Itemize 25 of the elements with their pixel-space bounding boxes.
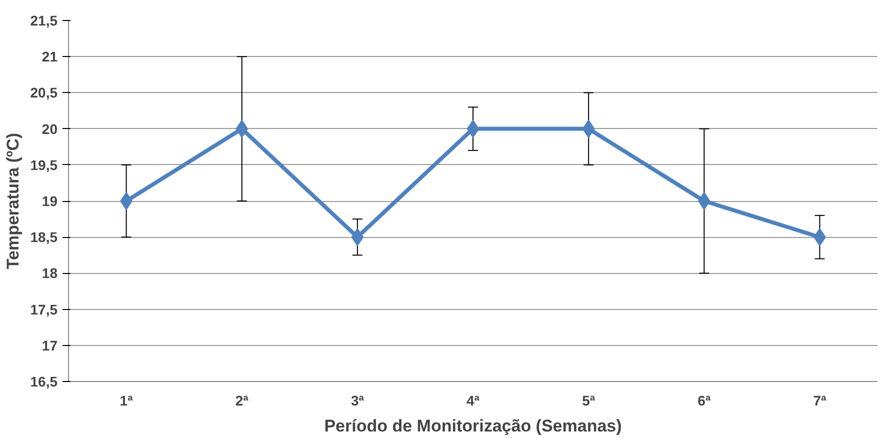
point bbox=[698, 192, 710, 210]
y-tick-label: 18 bbox=[42, 265, 58, 282]
x-tick-label: 1ª bbox=[120, 392, 134, 408]
y-tick-label: 17,5 bbox=[30, 301, 58, 318]
y-tick-label: 16,5 bbox=[30, 374, 58, 390]
y-tick-label: 20 bbox=[42, 120, 58, 137]
point bbox=[466, 120, 480, 138]
x-axis-title: Período de Monitorização (Semanas) bbox=[324, 416, 622, 436]
y-tick-label: 21,5 bbox=[30, 12, 58, 28]
x-tick-label: 5ª bbox=[582, 392, 596, 408]
point bbox=[236, 120, 248, 138]
point bbox=[582, 120, 595, 138]
x-tick-label: 3ª bbox=[350, 392, 365, 408]
y-tick-label: 18,5 bbox=[30, 229, 58, 246]
x-tick-label: 7ª bbox=[813, 392, 828, 408]
y-tick-label: 19,5 bbox=[30, 156, 58, 173]
y-axis-title: Temperatura (ºC) bbox=[3, 132, 22, 270]
y-tick-label: 17 bbox=[42, 337, 58, 354]
x-tick-label: 2ª bbox=[235, 392, 250, 408]
point bbox=[351, 228, 364, 246]
x-tick-label: 4ª bbox=[466, 392, 480, 408]
y-tick-label: 21 bbox=[42, 48, 58, 65]
y-tick-label: 19 bbox=[42, 193, 58, 209]
y-tick-label: 20,5 bbox=[30, 84, 58, 101]
x-tick-label: 6ª bbox=[698, 392, 712, 408]
